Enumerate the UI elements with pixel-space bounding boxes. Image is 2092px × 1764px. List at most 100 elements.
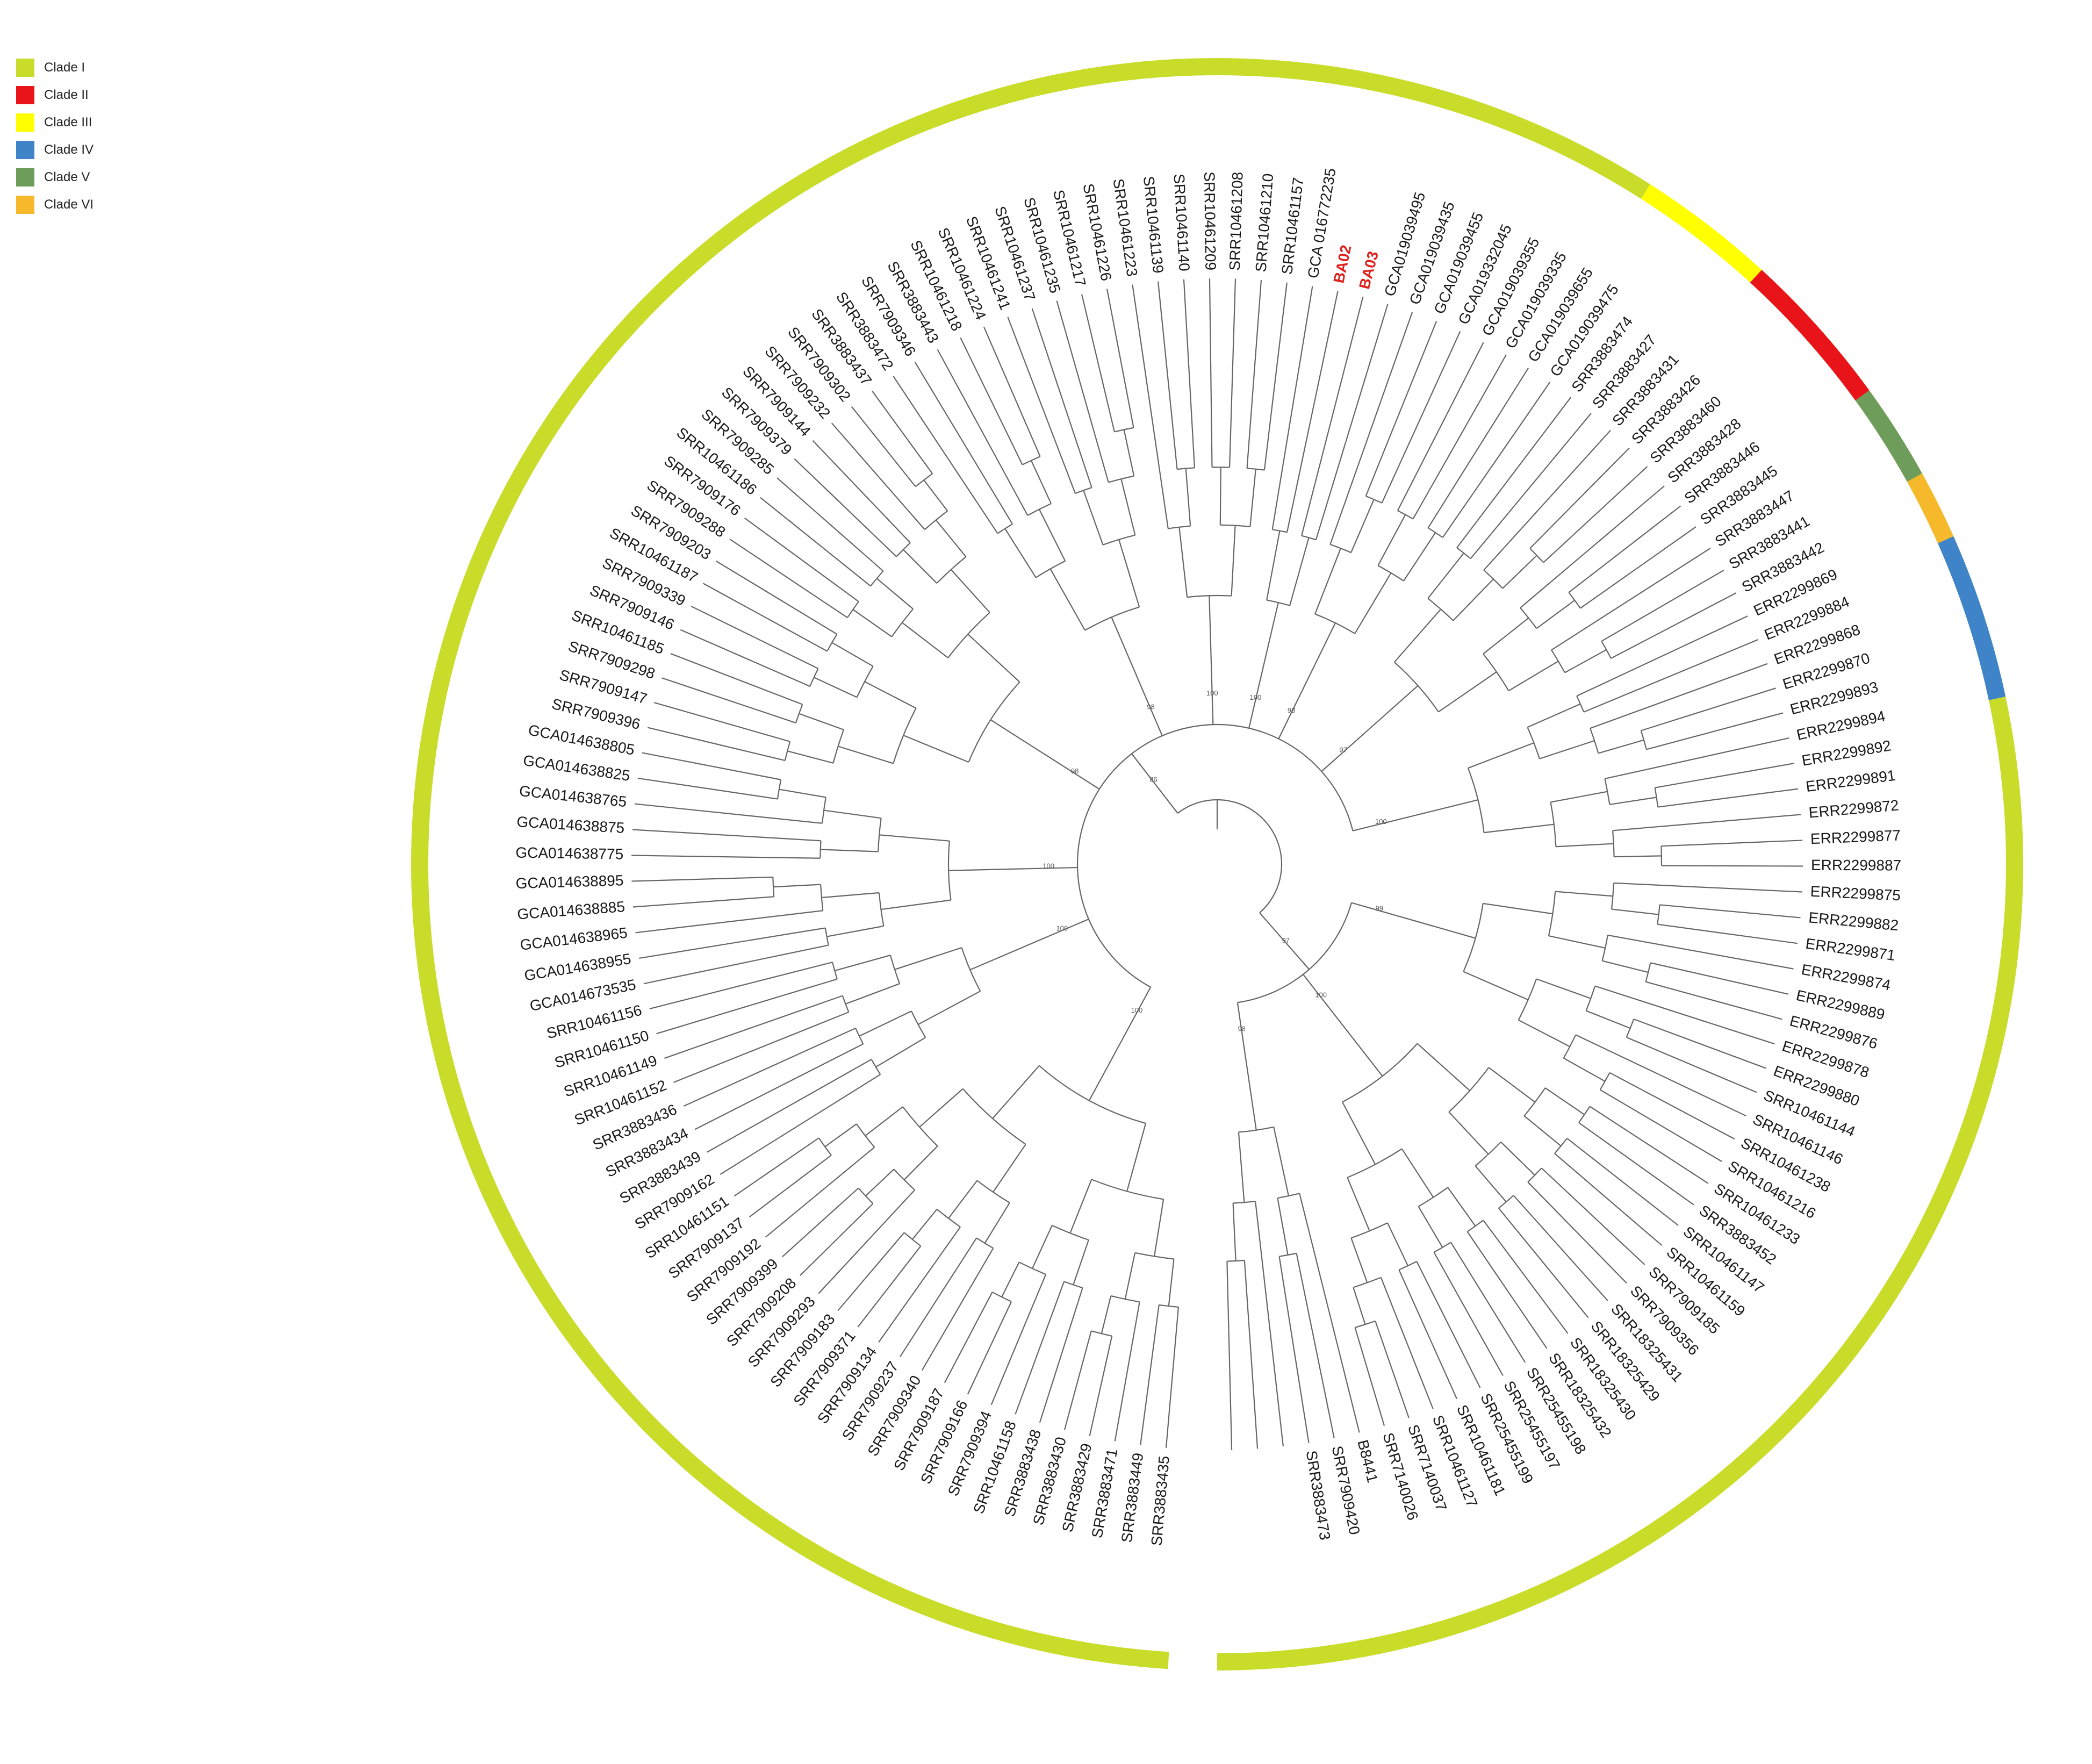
clade-ring-segment bbox=[1750, 270, 1870, 401]
branch-radial bbox=[729, 539, 848, 619]
branch-radial bbox=[1258, 602, 1279, 687]
tip-label: ERR2299875 bbox=[1810, 883, 1901, 904]
branch-radial bbox=[1209, 596, 1213, 682]
branch-radial bbox=[1263, 282, 1288, 470]
branch-radial bbox=[1259, 912, 1310, 970]
branch-radial bbox=[749, 1155, 832, 1218]
branch-radial bbox=[631, 855, 821, 859]
branch-radial bbox=[1576, 615, 1748, 697]
legend-swatch bbox=[16, 85, 34, 104]
branch-radial bbox=[800, 1203, 874, 1277]
tip-label: SRR3883471 bbox=[1088, 1447, 1120, 1539]
branch-arc bbox=[1247, 468, 1265, 471]
branch-radial bbox=[1633, 1019, 1767, 1069]
branch-radial bbox=[1031, 308, 1092, 488]
tip-label: SRR10461157 bbox=[1278, 176, 1306, 275]
branch-radial bbox=[1350, 1238, 1368, 1283]
branch-radial bbox=[1657, 788, 1799, 808]
clade-ring-segment bbox=[1938, 536, 2006, 700]
branch-radial bbox=[777, 477, 884, 572]
branch-arc bbox=[1427, 598, 1454, 621]
branch-radial bbox=[1568, 505, 1681, 593]
branch-radial bbox=[649, 962, 833, 1010]
branch-radial bbox=[1243, 1260, 1259, 1449]
branch-arc bbox=[777, 779, 782, 799]
branch-arc bbox=[1585, 986, 1596, 1011]
legend-item: Clade I bbox=[16, 54, 94, 81]
branch-radial bbox=[1529, 447, 1630, 549]
branch-radial bbox=[744, 517, 859, 603]
branch-radial bbox=[865, 1168, 895, 1196]
branch-radial bbox=[831, 642, 874, 667]
branch-arc bbox=[1279, 1252, 1297, 1257]
branch-arc bbox=[1329, 543, 1351, 554]
tip-label: ERR2299882 bbox=[1808, 909, 1899, 934]
branch-radial bbox=[1589, 1106, 1709, 1184]
support-value: 86 bbox=[1149, 776, 1157, 784]
legend-swatch bbox=[16, 195, 34, 214]
branch-arc bbox=[1527, 1167, 1542, 1183]
branch-radial bbox=[1118, 539, 1140, 607]
branch-radial bbox=[1483, 1220, 1569, 1334]
branch-radial bbox=[1483, 902, 1553, 915]
branch-radial bbox=[670, 653, 803, 705]
branch-radial bbox=[875, 1037, 926, 1068]
branch-arc bbox=[1654, 787, 1659, 807]
branch-radial bbox=[1417, 1043, 1470, 1091]
branch-radial bbox=[1381, 331, 1461, 504]
branch-radial bbox=[1297, 622, 1336, 701]
branch-radial bbox=[1600, 1089, 1722, 1162]
branch-arc bbox=[947, 612, 990, 658]
branch-arc bbox=[795, 704, 803, 723]
branch-radial bbox=[1031, 460, 1052, 504]
branch-radial bbox=[1168, 1259, 1175, 1307]
branch-radial bbox=[760, 497, 871, 587]
branch-arc bbox=[772, 877, 775, 897]
tip-label: ERR2299872 bbox=[1808, 797, 1900, 821]
branch-radial bbox=[903, 735, 969, 763]
legend-swatch bbox=[16, 140, 34, 159]
branch-arc bbox=[1483, 653, 1509, 691]
branch-radial bbox=[654, 702, 790, 742]
branch-radial bbox=[787, 750, 833, 764]
branch-radial bbox=[1130, 987, 1152, 1026]
branch-radial bbox=[1566, 1138, 1679, 1226]
branch-radial bbox=[914, 362, 1013, 525]
branch-radial bbox=[1611, 908, 1659, 915]
branch-radial bbox=[1329, 1008, 1383, 1077]
branch-arc bbox=[1347, 1148, 1403, 1178]
legend-label: Clade I bbox=[44, 60, 85, 75]
branch-radial bbox=[1301, 297, 1364, 536]
branch-radial bbox=[1418, 1206, 1443, 1248]
branch-radial bbox=[1527, 703, 1581, 728]
branch-radial bbox=[691, 606, 818, 669]
branch-radial bbox=[859, 1010, 912, 1037]
branch-radial bbox=[944, 1292, 993, 1383]
support-value: 97 bbox=[1282, 936, 1290, 944]
branch-radial bbox=[1114, 1302, 1140, 1442]
tip-label: SRR10461223 bbox=[1110, 177, 1140, 277]
branch-radial bbox=[852, 609, 893, 637]
legend-item: Clade II bbox=[16, 81, 94, 109]
branch-radial bbox=[1321, 742, 1354, 772]
branch-radial bbox=[969, 935, 1049, 971]
branch-radial bbox=[765, 1146, 875, 1238]
branch-radial bbox=[865, 1106, 903, 1136]
branch-radial bbox=[1140, 1304, 1160, 1445]
branch-radial bbox=[1393, 608, 1442, 663]
branch-radial bbox=[923, 479, 948, 512]
tip-label: ERR2299887 bbox=[1811, 857, 1901, 874]
branch-radial bbox=[1609, 1072, 1735, 1140]
tip-label: SRR10461139 bbox=[1140, 175, 1167, 274]
branch-radial bbox=[656, 978, 838, 1035]
branch-radial bbox=[851, 406, 916, 487]
branch-radial bbox=[1350, 499, 1375, 553]
branch-radial bbox=[1056, 300, 1109, 483]
branch-radial bbox=[1392, 914, 1476, 939]
branch-arc bbox=[1134, 1252, 1174, 1260]
branch-radial bbox=[1594, 985, 1775, 1045]
branch-radial bbox=[1403, 532, 1436, 582]
branch-radial bbox=[1178, 527, 1188, 598]
branch-radial bbox=[893, 376, 998, 534]
